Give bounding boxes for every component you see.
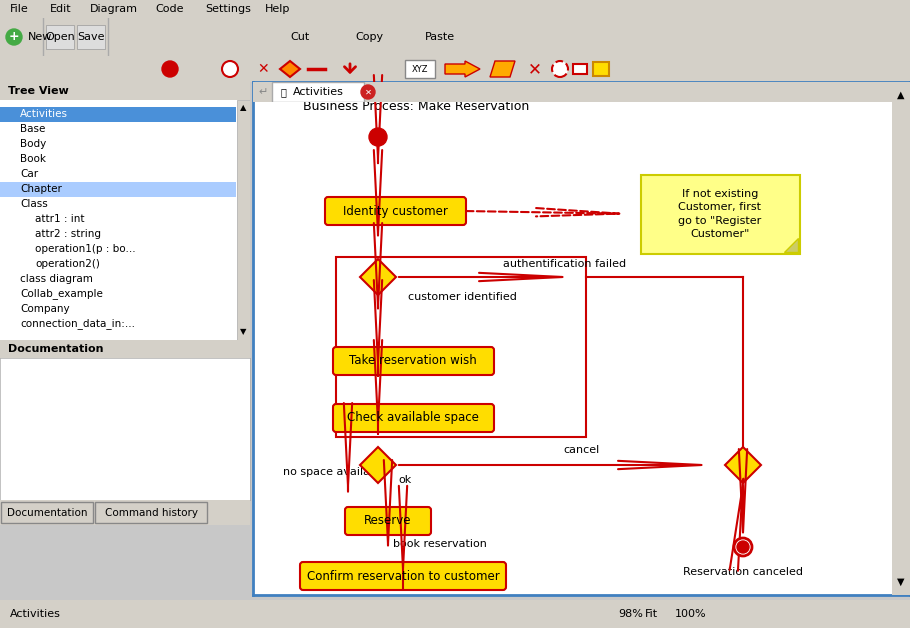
Circle shape — [361, 85, 375, 99]
Text: Class: Class — [20, 199, 47, 209]
Text: ▲: ▲ — [897, 90, 905, 100]
Text: no space available: no space available — [283, 467, 387, 477]
Polygon shape — [725, 447, 761, 483]
Circle shape — [162, 61, 178, 77]
Text: ok: ok — [398, 475, 411, 485]
Polygon shape — [490, 61, 515, 77]
Polygon shape — [445, 61, 480, 77]
Text: Business Process: Make Reservation: Business Process: Make Reservation — [303, 100, 530, 114]
Circle shape — [222, 61, 238, 77]
Text: book reservation: book reservation — [393, 539, 487, 549]
Text: class diagram: class diagram — [20, 274, 93, 284]
Text: cancel: cancel — [563, 445, 600, 455]
FancyBboxPatch shape — [325, 197, 466, 225]
Text: Settings: Settings — [205, 4, 251, 14]
FancyBboxPatch shape — [573, 64, 587, 74]
Text: Book: Book — [20, 154, 46, 164]
Text: If not existing
Customer, first
go to "Register
Customer": If not existing Customer, first go to "R… — [678, 189, 762, 239]
Circle shape — [552, 61, 568, 77]
Text: Paste: Paste — [425, 32, 455, 42]
Text: Copy: Copy — [355, 32, 383, 42]
Text: Company: Company — [20, 304, 70, 314]
Text: Edit: Edit — [50, 4, 72, 14]
Text: Tree View: Tree View — [8, 86, 69, 96]
Text: attr2 : string: attr2 : string — [35, 229, 101, 239]
Text: Fit: Fit — [645, 609, 658, 619]
Text: +: + — [9, 31, 19, 43]
Polygon shape — [360, 447, 396, 483]
Circle shape — [734, 538, 752, 556]
FancyBboxPatch shape — [95, 502, 207, 523]
Text: Check available space: Check available space — [347, 411, 479, 425]
FancyBboxPatch shape — [333, 347, 494, 375]
Text: connection_data_in:...: connection_data_in:... — [20, 318, 135, 330]
Text: Body: Body — [20, 139, 46, 149]
FancyBboxPatch shape — [593, 62, 609, 76]
Text: Base: Base — [20, 124, 46, 134]
Text: 100%: 100% — [675, 609, 707, 619]
Text: Code: Code — [155, 4, 184, 14]
Text: Identity customer: Identity customer — [342, 205, 448, 217]
Text: attr1 : int: attr1 : int — [35, 214, 85, 224]
Text: Reservation canceled: Reservation canceled — [683, 567, 803, 577]
FancyBboxPatch shape — [405, 60, 435, 78]
Text: ✕: ✕ — [365, 87, 371, 97]
Text: ▼: ▼ — [897, 577, 905, 587]
Text: 98%: 98% — [618, 609, 642, 619]
Text: Activities: Activities — [20, 109, 68, 119]
Circle shape — [369, 128, 387, 146]
Text: Help: Help — [265, 4, 290, 14]
FancyBboxPatch shape — [272, 82, 364, 102]
Text: Chapter: Chapter — [20, 184, 62, 194]
FancyBboxPatch shape — [46, 25, 74, 49]
Text: Collab_example: Collab_example — [20, 288, 103, 300]
Text: Confirm reservation to customer: Confirm reservation to customer — [307, 570, 500, 583]
FancyBboxPatch shape — [1, 502, 93, 523]
Text: ▼: ▼ — [239, 327, 247, 337]
FancyBboxPatch shape — [0, 107, 236, 122]
Polygon shape — [280, 61, 300, 77]
Circle shape — [737, 541, 749, 553]
Text: 🔧: 🔧 — [281, 87, 287, 97]
Text: Activities: Activities — [10, 609, 61, 619]
FancyBboxPatch shape — [77, 25, 105, 49]
Text: File: File — [10, 4, 29, 14]
Text: Take reservation wish: Take reservation wish — [349, 354, 477, 367]
Text: Save: Save — [77, 32, 105, 42]
Text: ▲: ▲ — [239, 104, 247, 112]
Text: Documentation: Documentation — [8, 344, 104, 354]
FancyBboxPatch shape — [300, 562, 506, 590]
Text: Cut: Cut — [290, 32, 309, 42]
Text: Diagram: Diagram — [90, 4, 138, 14]
Text: customer identified: customer identified — [408, 292, 517, 302]
Text: Command history: Command history — [105, 508, 197, 518]
Text: XYZ: XYZ — [411, 65, 429, 73]
Text: Open: Open — [46, 32, 75, 42]
FancyBboxPatch shape — [333, 404, 494, 432]
Text: operation2(): operation2() — [35, 259, 100, 269]
FancyBboxPatch shape — [0, 182, 236, 197]
Text: New: New — [28, 32, 53, 42]
FancyBboxPatch shape — [345, 507, 431, 535]
Text: Reserve: Reserve — [364, 514, 411, 528]
FancyBboxPatch shape — [641, 175, 800, 254]
Polygon shape — [360, 259, 396, 295]
Text: Car: Car — [20, 169, 38, 179]
Text: ↵: ↵ — [258, 87, 268, 97]
Text: Activities: Activities — [293, 87, 344, 97]
Polygon shape — [784, 238, 798, 252]
Text: Documentation: Documentation — [6, 508, 87, 518]
Text: operation1(p : bo...: operation1(p : bo... — [35, 244, 136, 254]
FancyBboxPatch shape — [237, 100, 250, 340]
Text: ✕: ✕ — [258, 62, 268, 76]
Text: authentification failed: authentification failed — [503, 259, 626, 269]
Circle shape — [6, 29, 22, 45]
Text: ✕: ✕ — [528, 60, 542, 78]
